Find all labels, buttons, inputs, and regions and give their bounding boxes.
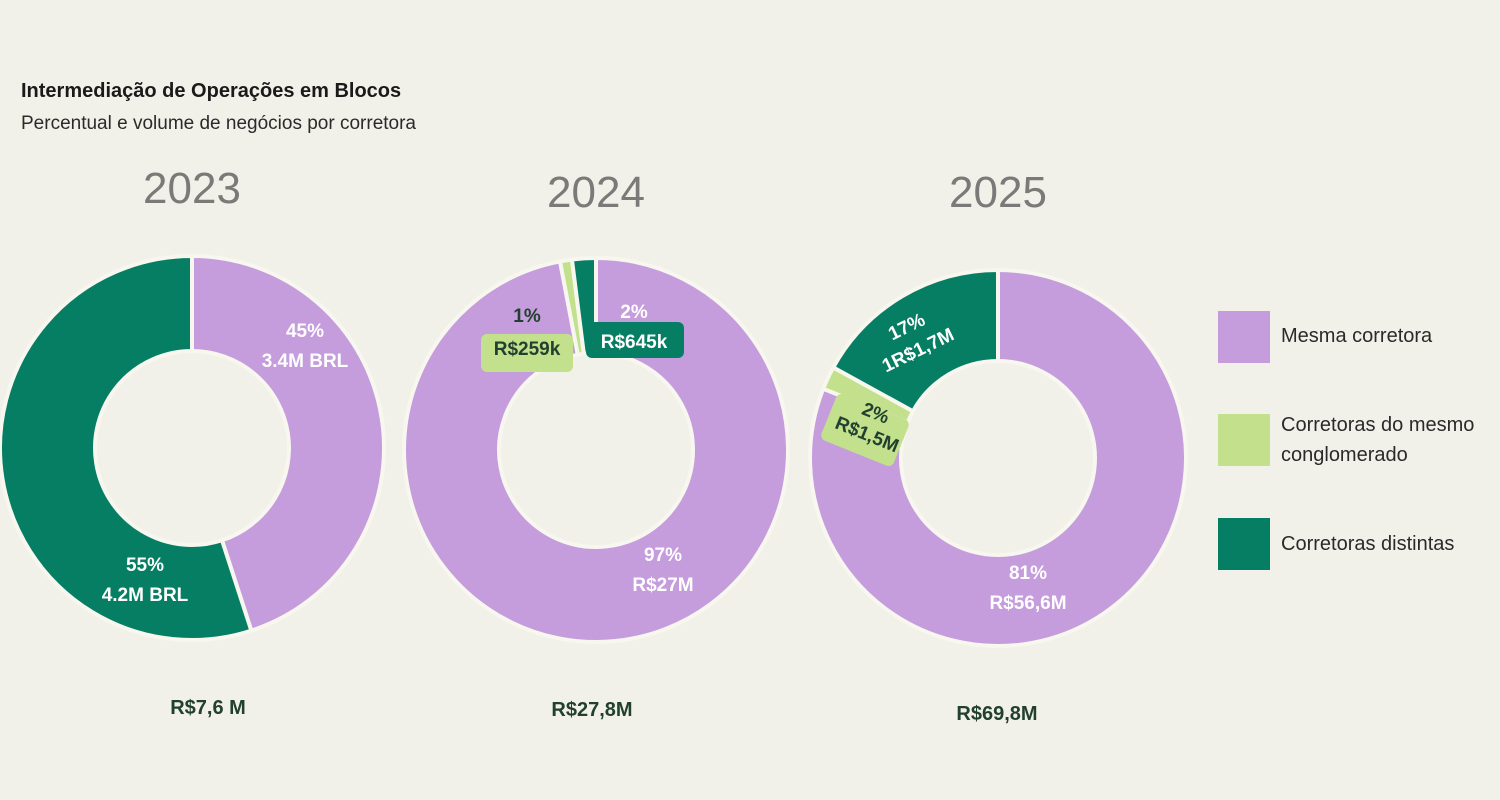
slice-value-label: 3.4M BRL <box>262 351 349 372</box>
label-background <box>586 322 684 358</box>
total-value: R$7,6 M <box>170 697 246 719</box>
slice-percent-label: 2% <box>620 302 648 323</box>
slice-corretoras-distintas <box>830 267 1000 414</box>
slice-corretoras-distintas <box>0 253 254 642</box>
slice-label-corretoras-distintas: 2% R$645k <box>586 302 684 358</box>
total-value: R$27,8M <box>551 699 632 721</box>
slice-label-corretoras-do-mesmo-conglomerado: 2%R$1,5M <box>821 394 909 466</box>
slice-value-label: R$56,6M <box>989 593 1066 614</box>
slice-label-corretoras-distintas: 55% 4.2M BRL <box>102 555 189 606</box>
slice-percent-label: 97% <box>644 545 682 566</box>
year-title: 2025 <box>949 168 1047 217</box>
slice-label-corretoras-do-mesmo-conglomerado: 1% R$259k <box>481 306 573 372</box>
slice-percent-label: 1% <box>513 306 541 327</box>
slice-value-label: R$27M <box>632 575 693 596</box>
legend-label: Mesma corretora <box>1281 325 1433 347</box>
legend-label: Corretoras distintas <box>1281 533 1455 555</box>
chart-subtitle: Percentual e volume de negócios por corr… <box>21 113 417 134</box>
slice-mesma-corretora <box>190 253 386 634</box>
label-background <box>821 394 909 466</box>
slice-label-mesma-corretora: 81% R$56,6M <box>989 563 1066 614</box>
slice-percent-label: 55% <box>126 555 164 576</box>
slice-mesma-corretora <box>808 267 1188 648</box>
slice-value-label: 4.2M BRL <box>102 585 189 606</box>
slice-label-mesma-corretora: 97% R$27M <box>632 545 693 596</box>
year-title: 2023 <box>143 164 241 213</box>
slice-value-label: R$259k <box>494 339 561 360</box>
slice-value-label: R$645k <box>601 332 668 353</box>
slice-percent-label: 45% <box>286 321 324 342</box>
legend-swatch <box>1218 518 1270 570</box>
label-background <box>481 334 573 372</box>
slice-percent-label: 81% <box>1009 563 1047 584</box>
legend-swatch <box>1218 414 1270 466</box>
year-title: 2024 <box>547 168 645 217</box>
total-value: R$69,8M <box>956 703 1037 725</box>
legend-label: Corretoras do mesmo conglomerado <box>1281 414 1475 466</box>
legend-swatch <box>1218 311 1270 363</box>
slice-label-mesma-corretora: 45% 3.4M BRL <box>262 321 349 372</box>
donut-chart-2024: 2024 97% R$27M 1% R$259k 2% R$645k R$27,8M <box>402 168 790 721</box>
chart-title: Intermediação de Operações em Blocos <box>21 80 402 102</box>
donut-chart-2023: 2023 45% 3.4M BRL 55% 4.2M BRL R$7,6 M <box>0 164 386 719</box>
